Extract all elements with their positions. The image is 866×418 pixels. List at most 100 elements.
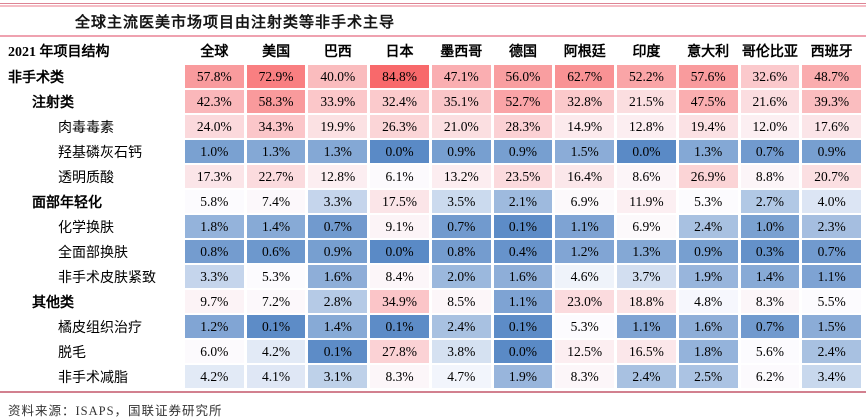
heatmap-cell: 57.8% — [185, 65, 244, 88]
column-header: 印度 — [632, 45, 661, 60]
bottom-rule — [0, 391, 866, 393]
heatmap-cell: 8.6% — [617, 165, 676, 188]
column-header: 全球 — [200, 45, 229, 60]
heatmap-cell: 57.6% — [678, 65, 738, 88]
heatmap-cell: 1.1% — [555, 215, 615, 238]
heatmap-cell: 22.7% — [246, 165, 306, 188]
heatmap-cell: 52.2% — [617, 65, 676, 88]
heatmap-cell: 3.8% — [431, 340, 491, 363]
heatmap-cell: 1.8% — [678, 340, 738, 363]
heatmap-cell: 5.8% — [185, 190, 244, 213]
heatmap-cell: 3.4% — [802, 365, 861, 388]
heatmap-cell: 2.0% — [431, 265, 491, 288]
heatmap-cell: 2.7% — [740, 190, 800, 213]
heatmap-cell: 0.1% — [308, 340, 368, 363]
heatmap-cell: 14.9% — [555, 115, 615, 138]
heatmap-cell: 0.9% — [308, 240, 368, 263]
heatmap-cell: 0.0% — [617, 140, 676, 163]
heatmap-cell: 1.6% — [308, 265, 368, 288]
heatmap-cell: 0.7% — [740, 315, 800, 338]
heatmap-cell: 2.4% — [678, 215, 738, 238]
heatmap-cell: 20.7% — [802, 165, 861, 188]
heatmap-cell: 5.3% — [246, 265, 306, 288]
heatmap-cell: 1.0% — [740, 215, 800, 238]
row-label: 非手术皮肤紧致 — [2, 265, 182, 288]
table-corner-label: 2021 年项目结构 — [8, 45, 110, 60]
heatmap-cell: 0.0% — [370, 140, 429, 163]
heatmap-cell: 42.3% — [185, 90, 244, 113]
heatmap-cell: 26.9% — [678, 165, 738, 188]
column-header: 日本 — [385, 45, 414, 60]
heatmap-cell: 2.1% — [493, 190, 553, 213]
heatmap-cell: 8.3% — [740, 290, 800, 313]
heatmap-cell: 35.1% — [431, 90, 491, 113]
title-rule — [0, 35, 866, 37]
heatmap-cell: 0.1% — [246, 315, 306, 338]
heatmap-cell: 62.7% — [555, 65, 615, 88]
heatmap-cell: 7.4% — [246, 190, 306, 213]
column-header: 墨西哥 — [440, 45, 483, 60]
heatmap-cell: 0.6% — [246, 240, 306, 263]
row-label: 羟基磷灰石钙 — [2, 140, 182, 163]
heatmap-cell: 6.2% — [740, 365, 800, 388]
heatmap-cell: 6.1% — [370, 165, 429, 188]
row-label: 非手术减脂 — [2, 365, 182, 388]
heatmap-cell: 19.4% — [678, 115, 738, 138]
heatmap-cell: 8.3% — [370, 365, 429, 388]
heatmap-cell: 12.8% — [308, 165, 368, 188]
heatmap-cell: 56.0% — [493, 65, 553, 88]
heatmap-cell: 0.8% — [185, 240, 244, 263]
heatmap-cell: 5.3% — [555, 315, 615, 338]
heatmap-cell: 3.3% — [185, 265, 244, 288]
heatmap-cell: 32.4% — [370, 90, 429, 113]
heatmap-cell: 4.2% — [185, 365, 244, 388]
heatmap-cell: 3.7% — [617, 265, 676, 288]
heatmap-cell: 17.3% — [185, 165, 244, 188]
heatmap-cell: 5.5% — [802, 290, 861, 313]
heatmap-cell: 5.3% — [678, 190, 738, 213]
row-label: 全面部换肤 — [2, 240, 182, 263]
heatmap-cell: 40.0% — [308, 65, 368, 88]
heatmap-cell: 1.5% — [555, 140, 615, 163]
top-rule — [0, 3, 866, 4]
heatmap-cell: 48.7% — [802, 65, 861, 88]
top-rule-secondary — [0, 5, 866, 7]
heatmap-cell: 1.3% — [617, 240, 676, 263]
heatmap-cell: 2.4% — [617, 365, 676, 388]
heatmap-cell: 1.1% — [802, 265, 861, 288]
row-label: 注射类 — [2, 90, 182, 113]
heatmap-cell: 34.9% — [370, 290, 429, 313]
heatmap-table: 2021 年项目结构 全球 美国 巴西 日本 墨西哥 德国 阿根廷 印度 意大利 哥伦比亚 西班牙 非手… — [2, 39, 861, 388]
heatmap-cell: 3.3% — [308, 190, 368, 213]
column-header: 意大利 — [687, 45, 730, 60]
heatmap-cell: 1.5% — [802, 315, 861, 338]
heatmap-cell: 8.4% — [370, 265, 429, 288]
heatmap-cell: 84.8% — [370, 65, 429, 88]
column-header: 阿根廷 — [563, 45, 606, 60]
column-header: 德国 — [508, 45, 537, 60]
heatmap-cell: 4.7% — [431, 365, 491, 388]
heatmap-cell: 1.3% — [308, 140, 368, 163]
heatmap-cell: 6.0% — [185, 340, 244, 363]
heatmap-cell: 0.1% — [493, 315, 553, 338]
heatmap-cell: 0.7% — [431, 215, 491, 238]
heatmap-cell: 0.7% — [308, 215, 368, 238]
heatmap-cell: 1.9% — [493, 365, 553, 388]
column-header: 哥伦比亚 — [741, 45, 798, 60]
row-label: 化学换肤 — [2, 215, 182, 238]
heatmap-cell: 0.0% — [493, 340, 553, 363]
heatmap-cell: 17.5% — [370, 190, 429, 213]
heatmap-cell: 9.1% — [370, 215, 429, 238]
heatmap-cell: 1.9% — [678, 265, 738, 288]
heatmap-cell: 1.8% — [185, 215, 244, 238]
heatmap-cell: 26.3% — [370, 115, 429, 138]
heatmap-cell: 34.3% — [246, 115, 306, 138]
page-title: 全球主流医美市场项目由注射类等非手术主导 — [75, 15, 396, 31]
source-note: 资料来源：ISAPS，国联证券研究所 — [8, 404, 223, 418]
heatmap-cell: 0.9% — [678, 240, 738, 263]
heatmap-cell: 1.0% — [185, 140, 244, 163]
heatmap-cell: 12.5% — [555, 340, 615, 363]
heatmap-cell: 4.2% — [246, 340, 306, 363]
heatmap-cell: 0.1% — [370, 315, 429, 338]
